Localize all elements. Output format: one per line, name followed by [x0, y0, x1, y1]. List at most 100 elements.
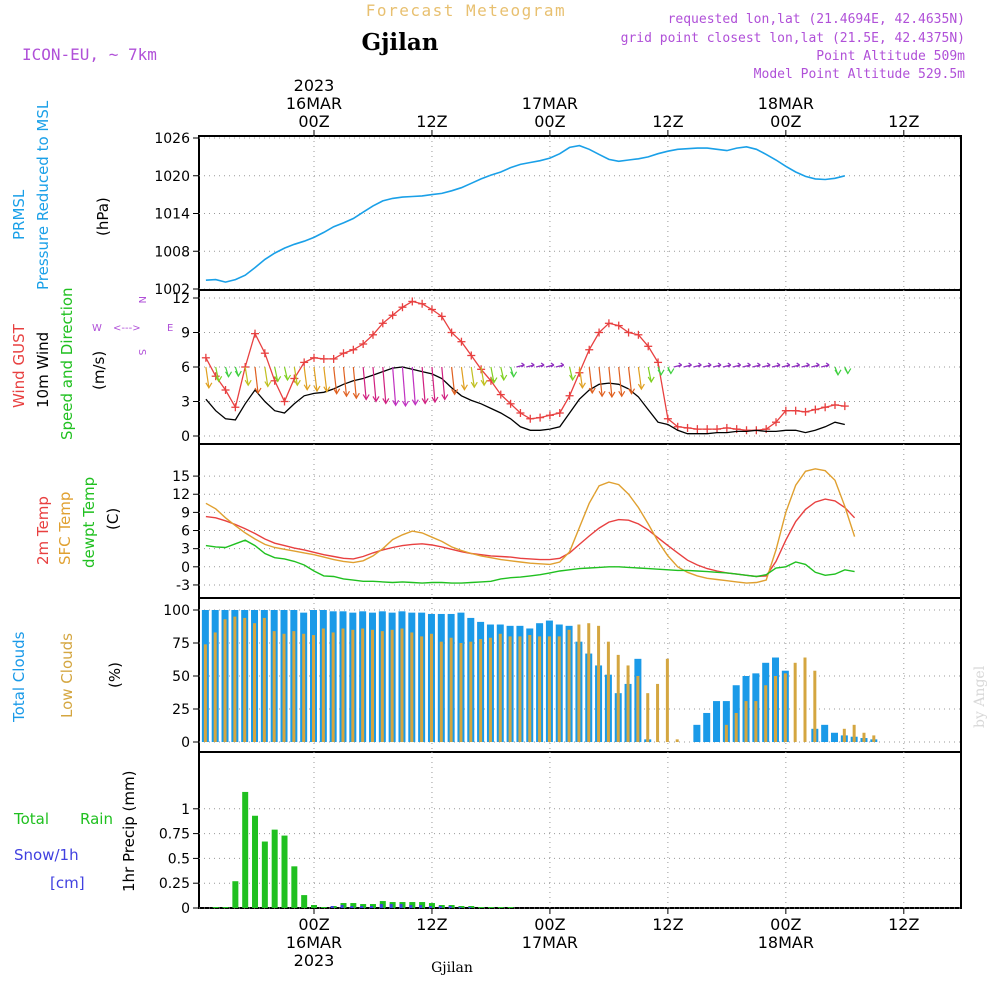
- snow-bar: [468, 907, 472, 908]
- precip-labels: Total Rain Snow/1h [cm] 1hr Precip (mm): [13, 771, 138, 892]
- temperature-labels: 2m Temp SFC Temp dewpt Temp (C): [34, 477, 122, 568]
- low-cloud-bar: [223, 619, 227, 742]
- gust-point: [791, 406, 800, 415]
- percent-unit-label: (%): [106, 662, 124, 688]
- model-label: ICON-EU, ~ 7km: [22, 45, 157, 64]
- gust-point: [830, 400, 839, 409]
- precip-bar: [487, 907, 494, 908]
- wind-direction-arrowhead: [303, 384, 311, 391]
- top-time-label: 00Z: [770, 112, 801, 131]
- wind-direction-arrowhead: [470, 381, 478, 389]
- gust-point: [821, 403, 830, 412]
- precip-bar: [271, 829, 278, 908]
- low-cloud-bar: [626, 665, 630, 742]
- total-cloud-bar: [693, 724, 701, 742]
- top-time-label: 2023: [294, 76, 335, 95]
- low-cloud-bar: [479, 639, 483, 742]
- low-cloud-bar: [764, 685, 768, 742]
- wind-direction-arrow: [722, 362, 732, 368]
- wind-direction-arrowhead: [657, 369, 665, 376]
- wind-direction-arrow: [392, 366, 397, 406]
- pressure-msl-label: Pressure Reduced to MSL: [34, 100, 52, 290]
- snow-bar: [458, 907, 462, 908]
- precip-unit-label: 1hr Precip (mm): [120, 771, 138, 892]
- wind-direction-arrow: [480, 366, 485, 386]
- requested-coords: requested lon,lat (21.4694E, 42.4635N): [668, 12, 965, 27]
- gust-point: [467, 351, 476, 360]
- gust-point: [713, 425, 722, 434]
- low-cloud-bar: [233, 616, 237, 742]
- wind-direction-arrow: [578, 366, 584, 388]
- point-altitude: Point Altitude 509m: [816, 49, 965, 64]
- wind-direction-arrow: [752, 362, 761, 368]
- wind-direction-arrowhead: [598, 390, 606, 398]
- wind-direction-arrowhead: [441, 394, 449, 401]
- gust-point: [772, 418, 781, 427]
- ytick-label: 1: [181, 802, 190, 818]
- low-cloud-bar: [636, 676, 640, 742]
- low-cloud-bar: [203, 644, 207, 742]
- wind-direction-arrowhead: [333, 388, 341, 395]
- gust-point: [703, 425, 712, 434]
- panel-wind: 12 9 6 3 0: [172, 289, 962, 445]
- wind-direction-arrow: [526, 362, 535, 368]
- bottom-time-label: 2023: [294, 951, 335, 970]
- gust-point: [516, 409, 525, 417]
- gust-point: [251, 329, 260, 338]
- bottom-time-label: 00Z: [534, 915, 565, 934]
- ytick-label: 0: [181, 429, 190, 445]
- gust-point: [319, 354, 328, 363]
- low-cloud-bar: [253, 623, 257, 742]
- wind-direction-arrow: [401, 366, 407, 407]
- sfc-temp-series-line: [205, 468, 856, 584]
- gust-point: [221, 386, 230, 394]
- bottom-time-label: 17MAR: [522, 933, 578, 952]
- gust-point: [427, 305, 436, 314]
- wind-direction-arrowhead: [460, 384, 468, 391]
- precip-bar: [222, 907, 229, 908]
- low-cloud-bar: [538, 636, 542, 742]
- ytick-label: 1002: [154, 282, 190, 298]
- gust-point: [231, 403, 240, 412]
- low-cloud-bar: [774, 676, 778, 742]
- wind-direction-arrowhead: [834, 369, 842, 376]
- watermark: by Angel: [972, 665, 988, 728]
- panels: 1026102010141008100212963015129630-31007…: [154, 131, 962, 917]
- panel-frame-temperature: [198, 443, 962, 599]
- total-cloud-bar: [830, 732, 838, 742]
- wind-direction-arrow: [205, 366, 210, 388]
- panel-pressure: 1026 1020 1014 1008 1002: [154, 131, 962, 298]
- gust-point: [693, 425, 702, 434]
- low-clouds-label: Low Clouds: [58, 633, 76, 718]
- ytick-label: 0.75: [159, 827, 190, 843]
- low-cloud-bar: [312, 635, 315, 742]
- wind-direction-arrow: [781, 362, 791, 368]
- ytick-label: 75: [172, 636, 190, 652]
- ytick-label: 1008: [154, 244, 190, 260]
- wind-direction-arrowhead: [490, 377, 498, 384]
- gust-point: [447, 328, 456, 337]
- wind-direction-arrow: [431, 366, 436, 403]
- wind-direction-arrow: [215, 366, 220, 382]
- snow-bar: [428, 906, 432, 908]
- low-cloud-bar: [469, 641, 473, 742]
- ytick-label: 12: [172, 291, 190, 307]
- gust-point: [536, 413, 545, 422]
- wind-direction-arrowhead: [274, 375, 282, 383]
- wind-direction-arrowhead: [637, 383, 645, 391]
- low-cloud-bar: [390, 629, 394, 742]
- gust-point: [634, 330, 643, 339]
- precip-bar: [261, 841, 268, 908]
- low-cloud-bar: [488, 637, 492, 742]
- gust-point: [781, 406, 790, 415]
- wind-direction-arrow: [555, 362, 565, 368]
- total-cloud-bar: [713, 701, 721, 742]
- wind-direction-arrowhead: [578, 382, 586, 389]
- low-cloud-bar: [292, 631, 296, 742]
- ytick-label: 25: [172, 702, 190, 718]
- wind-direction-arrow: [673, 362, 683, 368]
- total-label: Total: [13, 810, 49, 828]
- wind-direction-arrow: [441, 366, 446, 400]
- low-cloud-bar: [380, 631, 384, 742]
- top-time-label: 12Z: [416, 112, 447, 131]
